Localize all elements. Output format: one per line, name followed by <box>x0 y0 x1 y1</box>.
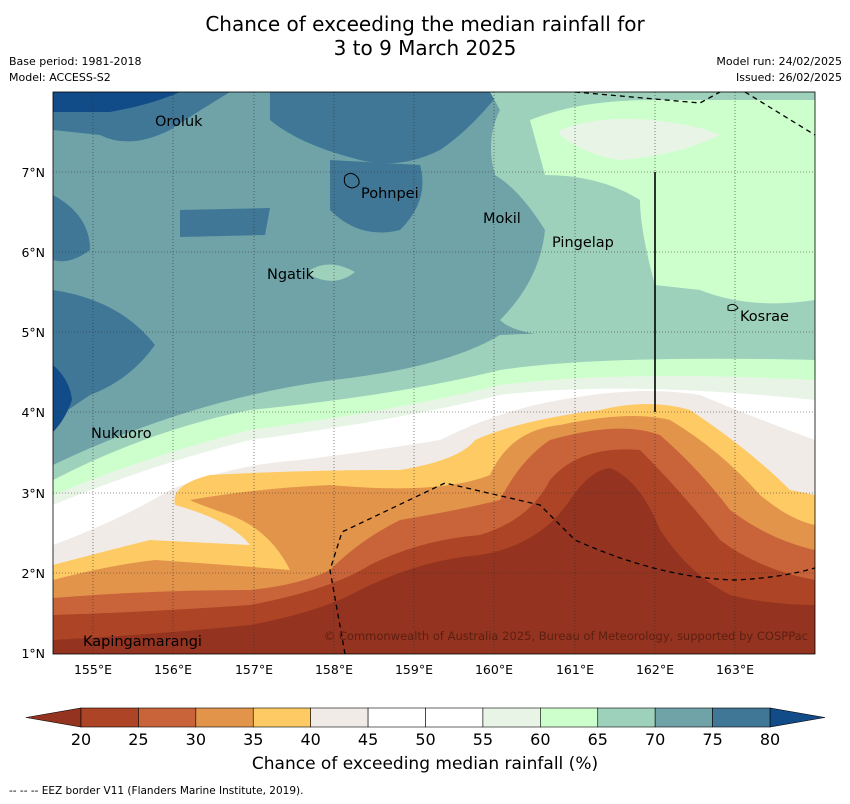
issued-date: Issued: 26/02/2025 <box>735 71 842 84</box>
lon-159e: 159°E <box>395 662 433 677</box>
meta-right: Model run: 24/02/2025 Issued: 26/02/2025 <box>716 54 842 86</box>
colorbar: 20 25 30 35 40 45 50 55 60 65 70 75 80 <box>25 707 826 749</box>
lon-163e: 163°E <box>716 662 754 677</box>
lat-6n: 6°N <box>21 245 45 260</box>
colorbar-tick-70: 70 <box>645 730 665 749</box>
colorbar-swatch-75 <box>712 707 771 728</box>
base-period: Base period: 1981-2018 <box>9 55 142 68</box>
label-ngatik: Ngatik <box>267 267 315 283</box>
lon-157e: 157°E <box>235 662 273 677</box>
copyright-text: © Commonwealth of Australia 2025, Bureau… <box>324 629 808 643</box>
place-labels: Oroluk Pohnpei Mokil Pingelap Ngatik Kos… <box>83 114 789 650</box>
colorbar-swatch-45 <box>367 707 426 728</box>
meta-left: Base period: 1981-2018 Model: ACCESS-S2 <box>9 54 141 86</box>
colorbar-extend-low <box>25 707 82 728</box>
lat-2n: 2°N <box>21 566 45 581</box>
lon-158e: 158°E <box>315 662 353 677</box>
colorbar-tick-25: 25 <box>128 730 148 749</box>
label-kosrae: Kosrae <box>740 309 789 325</box>
colorbar-tick-60: 60 <box>530 730 550 749</box>
lon-161e: 161°E <box>556 662 594 677</box>
label-oroluk: Oroluk <box>155 114 203 130</box>
colorbar-swatch-65 <box>597 707 656 728</box>
band-75-80-pohnpei <box>270 92 500 164</box>
colorbar-tick-75: 75 <box>702 730 722 749</box>
lon-156e: 156°E <box>154 662 192 677</box>
band-65-70-ngatik <box>310 264 355 281</box>
colorbar-swatch-60 <box>540 707 599 728</box>
colorbar-swatch-35 <box>252 707 311 728</box>
title-line-2: 3 to 9 March 2025 <box>333 36 517 60</box>
colorbar-swatch-50 <box>425 707 484 728</box>
band-55-60-north <box>560 118 720 160</box>
colorbar-tick-80: 80 <box>760 730 780 749</box>
lat-4n: 4°N <box>21 405 45 420</box>
eez-footnote: -- -- -- EEZ border V11 (Flanders Marine… <box>9 785 304 797</box>
islands <box>343 172 739 312</box>
colorbar-swatch-55 <box>482 707 541 728</box>
latitude-labels: 7°N 6°N 5°N 4°N 3°N 2°N 1°N <box>21 165 45 661</box>
band-below-20 <box>53 468 815 654</box>
band-75-80-southwest <box>53 290 155 420</box>
band-75-80-pohnpei-south <box>330 160 423 233</box>
band-80-plus-west <box>53 365 72 432</box>
label-kapingamarangi: Kapingamarangi <box>83 634 202 650</box>
kosrae-island <box>727 303 739 312</box>
lat-3n: 3°N <box>21 486 45 501</box>
colorbar-tick-55: 55 <box>473 730 493 749</box>
label-nukuoro: Nukuoro <box>91 426 152 442</box>
lat-7n: 7°N <box>21 165 45 180</box>
label-pingelap: Pingelap <box>552 235 614 251</box>
lat-1n: 1°N <box>21 646 45 661</box>
probability-contours <box>53 92 815 654</box>
colorbar-swatch-30 <box>195 707 254 728</box>
colorbar-tick-40: 40 <box>300 730 320 749</box>
model-name: Model: ACCESS-S2 <box>9 71 111 84</box>
graticule <box>53 92 815 654</box>
colorbar-tick-50: 50 <box>415 730 435 749</box>
eez-border <box>329 92 815 654</box>
colorbar-swatch-25 <box>138 707 197 728</box>
lon-155e: 155°E <box>74 662 112 677</box>
colorbar-tick-65: 65 <box>588 730 608 749</box>
colorbar-swatch-20 <box>80 707 139 728</box>
colorbar-label: Chance of exceeding median rainfall (%) <box>251 754 599 774</box>
colorbar-swatch-70 <box>654 707 713 728</box>
label-pohnpei: Pohnpei <box>361 186 419 202</box>
map-title: Chance of exceeding the median rainfall … <box>0 12 850 60</box>
colorbar-tick-45: 45 <box>358 730 378 749</box>
band-75-80-edge <box>53 195 90 262</box>
colorbar-tick-35: 35 <box>243 730 263 749</box>
band-80-plus-north <box>53 92 180 112</box>
plot-frame <box>52 91 816 655</box>
colorbar-extend-high <box>769 707 826 728</box>
lat-5n: 5°N <box>21 325 45 340</box>
colorbar-tick-20: 20 <box>71 730 91 749</box>
pohnpei-island <box>343 172 360 189</box>
longitude-labels: 155°E 156°E 157°E 158°E 159°E 160°E 161°… <box>74 662 754 677</box>
lon-160e: 160°E <box>475 662 513 677</box>
colorbar-swatch-40 <box>310 707 369 728</box>
model-run: Model run: 24/02/2025 <box>716 55 842 68</box>
label-mokil: Mokil <box>483 211 521 227</box>
lon-162e: 162°E <box>636 662 674 677</box>
colorbar-tick-30: 30 <box>186 730 206 749</box>
band-75-80-west <box>180 208 270 237</box>
title-line-1: Chance of exceeding the median rainfall … <box>205 12 645 36</box>
